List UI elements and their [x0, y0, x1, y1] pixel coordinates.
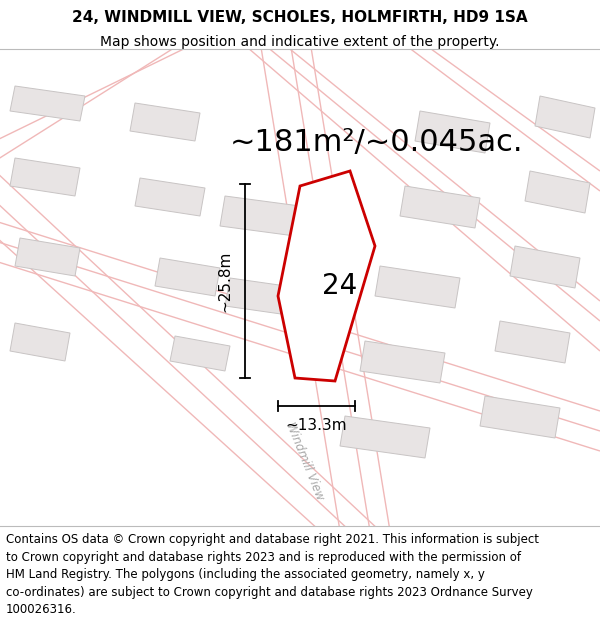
Polygon shape [135, 178, 205, 216]
Polygon shape [510, 246, 580, 288]
Text: Map shows position and indicative extent of the property.: Map shows position and indicative extent… [100, 35, 500, 49]
Text: 100026316.: 100026316. [6, 603, 77, 616]
Polygon shape [340, 416, 430, 458]
Text: 24: 24 [322, 272, 358, 300]
Polygon shape [10, 86, 85, 121]
Polygon shape [155, 258, 220, 296]
Polygon shape [170, 336, 230, 371]
Text: ~13.3m: ~13.3m [285, 418, 347, 433]
Polygon shape [15, 238, 80, 276]
Text: co-ordinates) are subject to Crown copyright and database rights 2023 Ordnance S: co-ordinates) are subject to Crown copyr… [6, 586, 533, 599]
Text: ~25.8m: ~25.8m [217, 250, 232, 312]
Polygon shape [220, 196, 300, 236]
Polygon shape [525, 171, 590, 213]
Polygon shape [375, 266, 460, 308]
Polygon shape [400, 186, 480, 228]
Polygon shape [10, 158, 80, 196]
Polygon shape [535, 96, 595, 138]
Polygon shape [10, 323, 70, 361]
Text: Windmill View: Windmill View [283, 420, 326, 502]
Polygon shape [480, 396, 560, 438]
Polygon shape [495, 321, 570, 363]
Polygon shape [415, 111, 490, 153]
Text: 24, WINDMILL VIEW, SCHOLES, HOLMFIRTH, HD9 1SA: 24, WINDMILL VIEW, SCHOLES, HOLMFIRTH, H… [72, 10, 528, 25]
Polygon shape [278, 171, 375, 381]
Text: to Crown copyright and database rights 2023 and is reproduced with the permissio: to Crown copyright and database rights 2… [6, 551, 521, 564]
Text: ~181m²/~0.045ac.: ~181m²/~0.045ac. [230, 128, 523, 157]
Polygon shape [130, 103, 200, 141]
Polygon shape [360, 341, 445, 383]
Text: HM Land Registry. The polygons (including the associated geometry, namely x, y: HM Land Registry. The polygons (includin… [6, 568, 485, 581]
Text: Contains OS data © Crown copyright and database right 2021. This information is : Contains OS data © Crown copyright and d… [6, 533, 539, 546]
Polygon shape [225, 278, 300, 316]
